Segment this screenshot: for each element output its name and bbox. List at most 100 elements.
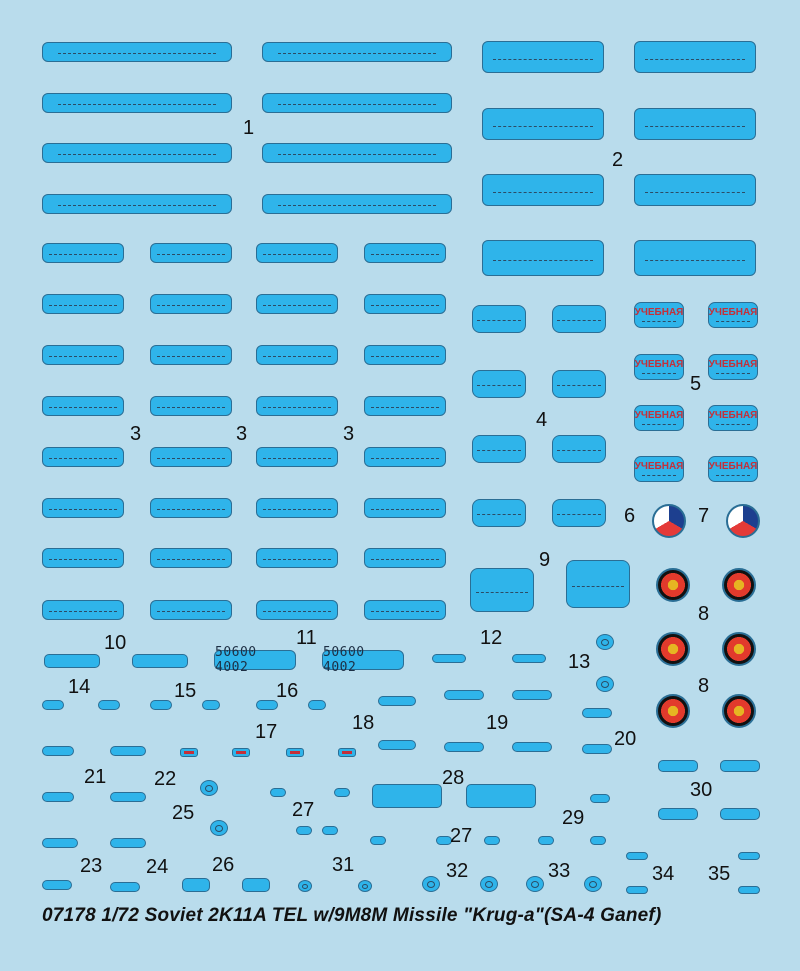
decal-12	[512, 654, 546, 663]
decal-33	[584, 876, 602, 892]
decal-number: 9	[539, 549, 551, 571]
decal-number: 20	[614, 728, 637, 750]
decal-3	[150, 243, 232, 263]
decal-1	[42, 93, 232, 113]
decal-3	[256, 447, 338, 467]
decal-3	[150, 345, 232, 365]
decal-3	[150, 600, 232, 620]
decal-number: 2	[612, 149, 624, 171]
decal-4	[472, 370, 526, 398]
decal-21	[42, 746, 74, 756]
decal-3	[150, 396, 232, 416]
decal-3	[42, 345, 124, 365]
license-plate: 50600 4002	[214, 645, 296, 675]
decal-31	[358, 880, 372, 892]
gdr-roundel-icon	[722, 568, 756, 602]
decal-3	[42, 498, 124, 518]
decal-number: 29	[562, 807, 585, 829]
decal-30	[720, 808, 760, 820]
decal-5: УЧЕБНАЯ	[634, 456, 684, 482]
decal-number: 34	[652, 863, 675, 885]
decal-number: 13	[568, 651, 591, 673]
decal-3	[42, 294, 124, 314]
decal-34	[626, 852, 648, 860]
decal-25	[210, 820, 228, 836]
decal-9	[470, 568, 534, 612]
czech-roundel-icon	[652, 504, 686, 538]
decal-14	[98, 700, 120, 710]
decal-number: 35	[708, 863, 731, 885]
decal-10	[132, 654, 188, 668]
decal-9	[566, 560, 630, 608]
decal-5-text: УЧЕБНАЯ	[708, 410, 758, 421]
decal-5-text: УЧЕБНАЯ	[634, 359, 684, 370]
decal-5: УЧЕБНАЯ	[708, 302, 758, 328]
decal-number: 24	[146, 856, 169, 878]
decal-5: УЧЕБНАЯ	[634, 302, 684, 328]
decal-3	[256, 600, 338, 620]
decal-30	[720, 760, 760, 772]
decal-4	[472, 435, 526, 463]
decal-number: 3	[343, 423, 355, 445]
decal-number: 18	[352, 712, 375, 734]
decal-3	[42, 447, 124, 467]
decal-2	[482, 240, 604, 276]
czech-roundel-icon	[726, 504, 760, 538]
decal-5-text: УЧЕБНАЯ	[708, 359, 758, 370]
decal-22	[110, 746, 146, 756]
decal-2	[482, 108, 604, 140]
decal-3	[364, 345, 446, 365]
decal-12	[432, 654, 466, 663]
decal-31	[298, 880, 312, 892]
decal-33	[526, 876, 544, 892]
license-plate: 50600 4002	[322, 645, 404, 675]
decal-3	[256, 243, 338, 263]
decal-5-text: УЧЕБНАЯ	[634, 461, 684, 472]
sheet-title: 07178 1/72 Soviet 2K11A TEL w/9M8M Missi…	[42, 905, 662, 926]
decal-27	[484, 836, 500, 845]
decal-15	[150, 700, 172, 710]
decal-number: 3	[236, 423, 248, 445]
decal-number: 27	[292, 799, 315, 821]
decal-3	[42, 548, 124, 568]
decal-32	[422, 876, 440, 892]
decal-27	[370, 836, 386, 845]
decal-10	[44, 654, 100, 668]
decal-19	[444, 690, 484, 700]
decal-27	[322, 826, 338, 835]
decal-number: 31	[332, 854, 355, 876]
decal-number: 3	[130, 423, 142, 445]
decal-13	[596, 634, 614, 650]
decal-5: УЧЕБНАЯ	[708, 456, 758, 482]
decal-3	[42, 396, 124, 416]
decal-4	[552, 370, 606, 398]
decal-17	[180, 748, 198, 757]
decal-5-text: УЧЕБНАЯ	[634, 410, 684, 421]
decal-15	[202, 700, 220, 710]
decal-2	[634, 108, 756, 140]
decal-19	[512, 742, 552, 752]
decal-27	[270, 788, 286, 797]
decal-3	[256, 294, 338, 314]
decal-number: 25	[172, 802, 195, 824]
decal-number: 14	[68, 676, 91, 698]
decal-18	[378, 740, 416, 750]
decal-number: 8	[698, 675, 710, 697]
decal-1	[262, 42, 452, 62]
decal-2	[634, 41, 756, 73]
decal-20	[582, 744, 612, 754]
decal-number: 33	[548, 860, 571, 882]
decal-2	[634, 240, 756, 276]
decal-21	[42, 792, 74, 802]
decal-number: 1	[243, 117, 255, 139]
decal-1	[42, 42, 232, 62]
decal-23	[42, 838, 78, 848]
decal-16	[308, 700, 326, 710]
decal-26	[242, 878, 270, 892]
decal-number: 16	[276, 680, 299, 702]
decal-17	[286, 748, 304, 757]
decal-23	[42, 880, 72, 890]
decal-32	[480, 876, 498, 892]
decal-17	[232, 748, 250, 757]
decal-28	[466, 784, 536, 808]
